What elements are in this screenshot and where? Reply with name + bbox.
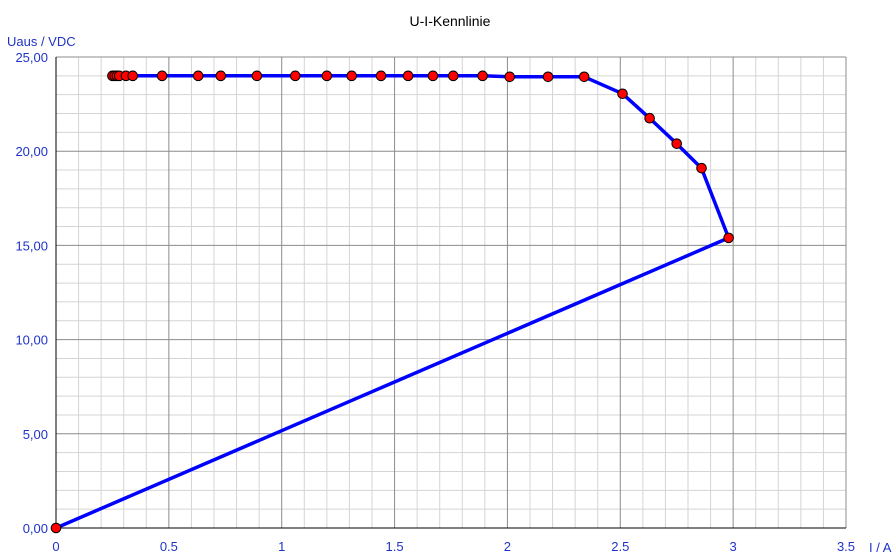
grid-lines [55,56,847,529]
data-point [156,70,168,82]
data-point [578,71,590,83]
x-tick-label: 0 [52,539,59,553]
data-point [402,70,414,82]
x-tick-label: 3 [730,539,737,553]
data-point [617,88,628,100]
data-point [427,70,439,82]
y-tick-label: 5,00 [23,427,48,442]
y-tick-label: 15,00 [15,238,48,253]
x-tick-label: 2 [504,539,511,553]
y-tick-label: 10,00 [15,333,48,348]
data-point [215,70,227,82]
data-point [477,70,488,82]
chart-title: U-I-Kennlinie [410,13,491,29]
data-point [644,112,655,124]
x-tick-label: 0.5 [160,539,178,553]
data-series [50,70,734,534]
data-point [375,70,387,82]
data-point [346,70,357,82]
data-point [251,70,263,82]
data-point [50,522,62,534]
data-point [723,232,734,244]
x-axis-label: I / A [869,540,892,553]
data-point [542,71,554,83]
x-tick-label: 1 [278,539,285,553]
data-point [447,70,459,82]
data-point [321,70,333,82]
x-tick-label: 2.5 [611,539,629,553]
y-axis-label: Uaus / VDC [7,34,76,49]
x-tick-label: 3.5 [837,539,855,553]
x-tick-label: 1.5 [386,539,404,553]
y-tick-label: 25,00 [15,50,48,65]
y-tick-label: 0,00 [23,521,48,536]
data-point [289,70,301,82]
axes [55,57,846,529]
tick-labels: 0 0.5 1 1.5 2 2.5 3 3.5 0,00 5,00 10,00 15,00 20,00 2… [15,50,855,553]
data-point [127,70,139,82]
y-tick-label: 20,00 [15,144,48,159]
data-point [192,70,204,82]
data-point [504,71,515,83]
data-point [671,138,683,149]
data-point [696,162,707,174]
